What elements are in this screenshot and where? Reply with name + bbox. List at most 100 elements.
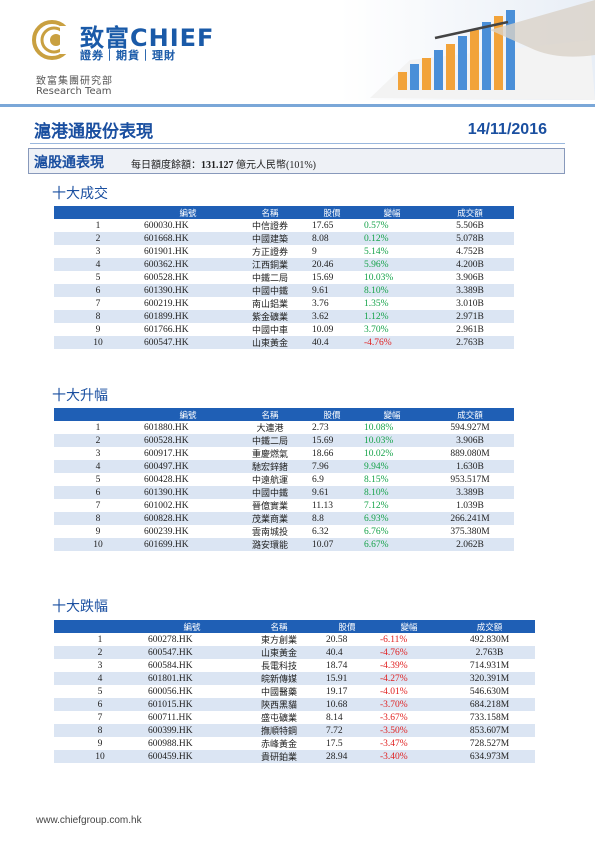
table-row: 7 601002.HK 晉億實業 11.13 7.12% 1.039B [54, 499, 514, 512]
quota-unit: 億元人民幣(101%) [236, 160, 316, 171]
cell-rank: 2 [54, 646, 146, 659]
cell-price: 3.62 [306, 310, 358, 323]
cell-price: 18.74 [320, 659, 374, 672]
header-divider [0, 104, 595, 107]
cell-price: 40.4 [320, 646, 374, 659]
cell-name: 中國醫藥 [238, 685, 320, 698]
cell-change: 1.12% [358, 310, 426, 323]
table-top-losers: 編號 名稱 股價 變幅 成交額 1 600278.HK 東方創業 20.58 -6.11% 492.… [54, 620, 535, 763]
cell-name: 中信證券 [234, 219, 306, 232]
cell-code: 600528.HK [142, 434, 234, 447]
section-title: 滬股通表現 [34, 155, 104, 171]
department-name-cn: 致富集團研究部 [36, 76, 113, 87]
cell-rank: 10 [54, 336, 142, 349]
cell-code: 601901.HK [142, 245, 234, 258]
column-header: 變幅 [374, 620, 444, 633]
cell-turnover: 4.752B [426, 245, 514, 258]
column-header: 股價 [306, 206, 358, 219]
cell-change: -6.11% [374, 633, 444, 646]
cell-turnover: 594.927M [426, 421, 514, 434]
cell-code: 601801.HK [146, 672, 238, 685]
table-row: 9 600988.HK 赤峰黃金 17.5 -3.47% 728.527M [54, 737, 535, 750]
cell-rank: 6 [54, 698, 146, 711]
table-row: 2 600547.HK 山東黃金 40.4 -4.76% 2.763B [54, 646, 535, 659]
cell-rank: 2 [54, 434, 142, 447]
cell-code: 601390.HK [142, 486, 234, 499]
cell-code: 600219.HK [142, 297, 234, 310]
cell-price: 6.9 [306, 473, 358, 486]
table-header-row: 編號 名稱 股價 變幅 成交額 [54, 408, 514, 421]
cell-change: -4.01% [374, 685, 444, 698]
cell-code: 600428.HK [142, 473, 234, 486]
table-row: 8 600828.HK 茂業商業 8.8 6.93% 266.241M [54, 512, 514, 525]
table-row: 4 600362.HK 江西銅業 20.46 5.96% 4.200B [54, 258, 514, 271]
cell-name: 茂業商業 [234, 512, 306, 525]
table-row: 3 600584.HK 長電科技 18.74 -4.39% 714.931M [54, 659, 535, 672]
column-header: 成交額 [426, 206, 514, 219]
cell-rank: 5 [54, 473, 142, 486]
cell-turnover: 3.906B [426, 434, 514, 447]
table-row: 3 600917.HK 重慶燃氣 18.66 10.02% 889.080M [54, 447, 514, 460]
cell-code: 600528.HK [142, 271, 234, 284]
cell-name: 方正證券 [234, 245, 306, 258]
cell-change: 6.67% [358, 538, 426, 551]
cell-change: 10.03% [358, 271, 426, 284]
table-row: 4 601801.HK 皖新傳媒 15.91 -4.27% 320.391M [54, 672, 535, 685]
cell-price: 18.66 [306, 447, 358, 460]
cell-turnover: 953.517M [426, 473, 514, 486]
cell-rank: 9 [54, 525, 142, 538]
table-row: 10 600547.HK 山東黃金 40.4 -4.76% 2.763B [54, 336, 514, 349]
table-top-gainers: 編號 名稱 股價 變幅 成交額 1 601880.HK 大連港 2.73 10.08% 594.92… [54, 408, 514, 551]
cell-code: 600828.HK [142, 512, 234, 525]
table-header-row: 編號 名稱 股價 變幅 成交額 [54, 620, 535, 633]
cell-rank: 7 [54, 297, 142, 310]
cell-price: 10.07 [306, 538, 358, 551]
cell-code: 601899.HK [142, 310, 234, 323]
cell-change: 5.96% [358, 258, 426, 271]
report-title: 滬港通股份表現 [34, 122, 153, 142]
cell-name: 中國中鐵 [234, 284, 306, 297]
cell-price: 7.96 [306, 460, 358, 473]
cell-name: 赤峰黃金 [238, 737, 320, 750]
cell-turnover: 889.080M [426, 447, 514, 460]
cell-turnover: 375.380M [426, 525, 514, 538]
cell-price: 15.69 [306, 434, 358, 447]
cell-price: 28.94 [320, 750, 374, 763]
table-row: 3 601901.HK 方正證券 9 5.14% 4.752B [54, 245, 514, 258]
column-header: 編號 [146, 620, 238, 633]
column-header: 股價 [320, 620, 374, 633]
table-header-row: 編號 名稱 股價 變幅 成交額 [54, 206, 514, 219]
cell-rank: 6 [54, 284, 142, 297]
cell-rank: 4 [54, 258, 142, 271]
cell-code: 601015.HK [146, 698, 238, 711]
cell-turnover: 2.971B [426, 310, 514, 323]
cell-change: 5.14% [358, 245, 426, 258]
cell-rank: 10 [54, 750, 146, 763]
table-row: 10 601699.HK 潞安環能 10.07 6.67% 2.062B [54, 538, 514, 551]
table-row: 6 601390.HK 中國中鐵 9.61 8.10% 3.389B [54, 486, 514, 499]
cell-price: 9.61 [306, 486, 358, 499]
company-logo-icon [32, 20, 72, 60]
cell-turnover: 853.607M [444, 724, 535, 737]
title-divider [30, 143, 565, 144]
cell-code: 600056.HK [146, 685, 238, 698]
cell-rank: 5 [54, 685, 146, 698]
cell-price: 19.17 [320, 685, 374, 698]
cell-rank: 8 [54, 512, 142, 525]
cell-name: 長電科技 [238, 659, 320, 672]
group-title-top-losers: 十大跌幅 [52, 599, 108, 615]
cell-name: 貴研鉑業 [238, 750, 320, 763]
cell-rank: 5 [54, 271, 142, 284]
cell-change: 10.08% [358, 421, 426, 434]
cell-code: 601766.HK [142, 323, 234, 336]
cell-turnover: 1.630B [426, 460, 514, 473]
column-header: 成交額 [426, 408, 514, 421]
cell-change: 10.02% [358, 447, 426, 460]
table-row: 6 601015.HK 陝西黑貓 10.68 -3.70% 684.218M [54, 698, 535, 711]
cell-turnover: 546.630M [444, 685, 535, 698]
table-row: 9 600239.HK 雲南城投 6.32 6.76% 375.380M [54, 525, 514, 538]
cell-turnover: 728.527M [444, 737, 535, 750]
cell-name: 山東黃金 [234, 336, 306, 349]
table-row: 9 601766.HK 中國中車 10.09 3.70% 2.961B [54, 323, 514, 336]
cell-price: 8.8 [306, 512, 358, 525]
